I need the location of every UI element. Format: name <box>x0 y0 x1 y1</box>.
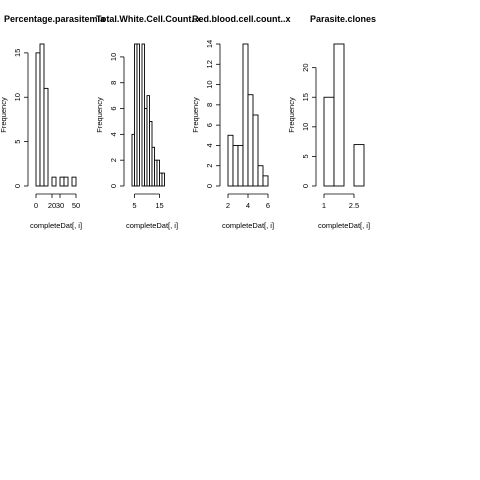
x-tick-label: 0 <box>34 201 38 210</box>
y-tick-label: 2 <box>109 158 118 162</box>
histogram-bar <box>43 87 49 187</box>
y-tick-label: 8 <box>205 103 214 107</box>
histogram-bar <box>227 134 234 187</box>
y-tick-label: 0 <box>301 184 310 188</box>
x-tick-label: 50 <box>72 201 80 210</box>
y-tick-label: 15 <box>13 49 22 57</box>
chart-title: Parasite.clones <box>310 14 376 24</box>
histogram-panel-3: Red.blood.cell.count..x 0 2 4 6 8 10 12 14 Freque… <box>191 14 291 230</box>
x-tick-label: 4 <box>246 201 250 210</box>
histogram-bar <box>59 176 65 187</box>
chart-title: Total.White.Cell.Count..x <box>96 14 201 24</box>
histogram-bar <box>232 144 239 187</box>
y-tick-label: 5 <box>301 154 310 158</box>
y-tick-label: 5 <box>13 140 22 144</box>
histogram-panel-2: Total.White.Cell.Count..x 0 2 4 6 8 10 Frequenc… <box>95 14 201 230</box>
x-tick-label: 2.5 <box>349 201 359 210</box>
x-tick-label: 6 <box>266 201 270 210</box>
x-tick-label: 20 <box>48 201 56 210</box>
histogram-bar <box>161 172 165 187</box>
chart-title: Percentage.parasitemia <box>4 14 106 24</box>
histogram-bar <box>237 144 244 187</box>
y-tick-label: 10 <box>205 80 214 88</box>
histogram-bar <box>257 165 264 187</box>
y-axis-label: Frequency <box>95 97 104 133</box>
histogram-bar <box>63 176 69 187</box>
x-tick-label: 15 <box>155 201 163 210</box>
y-tick-label: 10 <box>301 123 310 131</box>
histogram-bar <box>333 43 345 187</box>
x-tick-label: 1 <box>322 201 326 210</box>
y-tick-label: 14 <box>205 40 214 48</box>
x-tick-label: 5 <box>132 201 136 210</box>
y-tick-label: 6 <box>109 106 118 110</box>
histogram-bar <box>353 144 365 187</box>
y-tick-label: 10 <box>109 53 118 61</box>
x-axis-label: completeDat[, i] <box>126 221 178 230</box>
y-axis-label: Frequency <box>0 97 8 133</box>
histogram-panel-1: Percentage.parasitemia 0 5 10 15 Frequency 0 20… <box>0 14 106 230</box>
chart-title: Red.blood.cell.count..x <box>192 14 291 24</box>
histogram-bar <box>136 43 140 187</box>
y-tick-label: 4 <box>109 132 118 136</box>
histogram-bar <box>35 52 41 187</box>
y-tick-label: 8 <box>109 81 118 85</box>
histogram-bar <box>39 43 45 187</box>
y-tick-label: 0 <box>109 184 118 188</box>
y-tick-label: 0 <box>13 184 22 188</box>
y-tick-label: 0 <box>205 184 214 188</box>
x-axis-label: completeDat[, i] <box>30 221 82 230</box>
y-tick-label: 10 <box>13 93 22 101</box>
histogram-bar <box>262 175 269 187</box>
histogram-bar <box>242 43 249 187</box>
y-tick-label: 12 <box>205 60 214 68</box>
histogram-panel-4: Parasite.clones 0 5 10 15 20 Frequency 1 2.5 comp… <box>287 14 376 230</box>
histogram-bar <box>252 114 259 187</box>
y-tick-label: 4 <box>205 143 214 147</box>
x-axis-label: completeDat[, i] <box>318 221 370 230</box>
histogram-bar <box>71 176 77 187</box>
y-tick-label: 20 <box>301 63 310 71</box>
y-tick-label: 2 <box>205 164 214 168</box>
x-tick-label: 30 <box>56 201 64 210</box>
histogram-bar <box>51 176 57 187</box>
y-axis-label: Frequency <box>287 97 296 133</box>
x-tick-label: 2 <box>226 201 230 210</box>
y-axis-label: Frequency <box>191 97 200 133</box>
y-tick-label: 15 <box>301 93 310 101</box>
y-tick-label: 6 <box>205 123 214 127</box>
histogram-bar <box>247 94 254 187</box>
x-axis-label: completeDat[, i] <box>222 221 274 230</box>
histogram-bar <box>323 96 335 187</box>
